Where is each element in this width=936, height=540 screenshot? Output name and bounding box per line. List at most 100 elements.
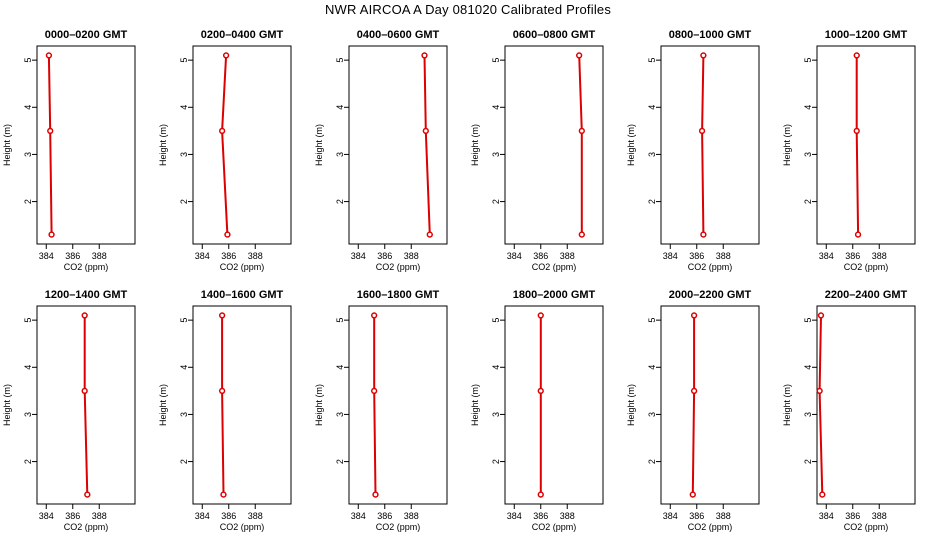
panel-title: 0400–0600 GMT — [357, 29, 440, 41]
data-point — [371, 312, 378, 319]
y-axis-label: Height (m) — [314, 384, 324, 426]
profile-line — [83, 315, 89, 495]
x-tick-label: 386 — [689, 251, 704, 261]
data-point — [218, 127, 226, 135]
y-tick-label: 2 — [491, 199, 501, 204]
plot-frame — [192, 305, 292, 505]
profile-line — [47, 55, 53, 235]
y-tick-label: 3 — [179, 412, 189, 417]
data-point — [819, 491, 826, 498]
panel-title: 1400–1600 GMT — [201, 289, 284, 301]
plot-frame — [192, 45, 292, 245]
y-axis-label: Height (m) — [626, 384, 636, 426]
data-point — [853, 52, 860, 59]
data-point — [537, 491, 544, 498]
plot-frame — [348, 45, 448, 245]
y-tick-label: 5 — [335, 318, 345, 323]
panel-title: 1800–2000 GMT — [513, 289, 596, 301]
y-tick-label: 2 — [335, 459, 345, 464]
data-point — [576, 52, 583, 59]
y-tick-label: 2 — [491, 459, 501, 464]
x-axis-label: CO2 (ppm) — [220, 522, 265, 532]
y-tick-label: 3 — [647, 152, 657, 157]
x-tick-label: 388 — [872, 511, 887, 521]
y-tick-label: 4 — [647, 105, 657, 110]
plot-frame — [816, 305, 916, 505]
x-tick-label: 388 — [560, 251, 575, 261]
profile-line — [221, 315, 225, 495]
x-tick-label: 388 — [248, 251, 263, 261]
y-tick-label: 5 — [23, 58, 33, 63]
x-tick-label: 384 — [39, 511, 54, 521]
data-point — [537, 312, 544, 319]
data-point — [690, 387, 698, 395]
y-tick-label: 2 — [647, 459, 657, 464]
x-axis-label: CO2 (ppm) — [844, 522, 889, 532]
x-axis-label: CO2 (ppm) — [220, 262, 265, 272]
data-point — [218, 387, 226, 395]
figure-title: NWR AIRCOA A Day 081020 Calibrated Profi… — [324, 2, 612, 17]
x-tick-label: 384 — [351, 511, 366, 521]
panel-title: 2000–2200 GMT — [669, 289, 752, 301]
x-tick-label: 388 — [716, 511, 731, 521]
data-point — [81, 387, 88, 395]
y-tick-label: 5 — [491, 318, 501, 323]
y-tick-label: 3 — [491, 152, 501, 157]
y-tick-label: 2 — [803, 459, 813, 464]
y-axis-label: Height (m) — [314, 124, 324, 166]
x-tick-label: 388 — [92, 511, 107, 521]
y-tick-label: 3 — [335, 152, 345, 157]
data-point — [816, 387, 823, 395]
panel-title: 0600–0800 GMT — [513, 29, 596, 41]
y-tick-label: 4 — [23, 365, 33, 370]
y-axis-label: Height (m) — [626, 124, 636, 166]
data-point — [537, 387, 544, 395]
y-tick-label: 5 — [179, 318, 189, 323]
profile-line — [578, 55, 583, 235]
plot-frame — [504, 45, 604, 245]
x-tick-label: 386 — [377, 511, 392, 521]
y-tick-label: 4 — [647, 365, 657, 370]
data-point — [854, 231, 862, 238]
x-tick-label: 384 — [507, 251, 522, 261]
profile-line — [691, 315, 696, 495]
data-point — [218, 312, 226, 319]
y-tick-label: 4 — [179, 105, 189, 110]
y-tick-label: 4 — [491, 365, 501, 370]
y-tick-label: 2 — [803, 199, 813, 204]
y-tick-label: 3 — [491, 412, 501, 417]
data-point — [698, 127, 706, 135]
y-tick-label: 5 — [491, 58, 501, 63]
y-axis-label: Height (m) — [158, 124, 168, 166]
y-axis-label: Height (m) — [470, 124, 480, 166]
x-tick-label: 388 — [92, 251, 107, 261]
data-point — [426, 231, 433, 238]
x-tick-label: 386 — [377, 251, 392, 261]
panel-title: 1000–1200 GMT — [825, 29, 908, 41]
y-tick-label: 3 — [803, 412, 813, 417]
data-point — [700, 52, 707, 59]
data-point — [84, 491, 91, 498]
x-tick-label: 386 — [221, 251, 236, 261]
profile-line — [701, 55, 705, 235]
x-tick-label: 388 — [560, 511, 575, 521]
y-axis-label: Height (m) — [158, 384, 168, 426]
x-axis-label: CO2 (ppm) — [64, 262, 109, 272]
x-axis-label: CO2 (ppm) — [376, 522, 421, 532]
data-point — [578, 127, 585, 135]
x-axis-label: CO2 (ppm) — [688, 522, 733, 532]
y-axis-label: Height (m) — [2, 384, 12, 426]
data-point — [48, 231, 55, 238]
plot-frame — [660, 305, 760, 505]
y-tick-label: 5 — [179, 58, 189, 63]
y-tick-label: 3 — [803, 152, 813, 157]
x-tick-label: 386 — [689, 511, 704, 521]
data-point — [47, 127, 54, 135]
y-tick-label: 2 — [179, 199, 189, 204]
data-point — [45, 52, 53, 59]
